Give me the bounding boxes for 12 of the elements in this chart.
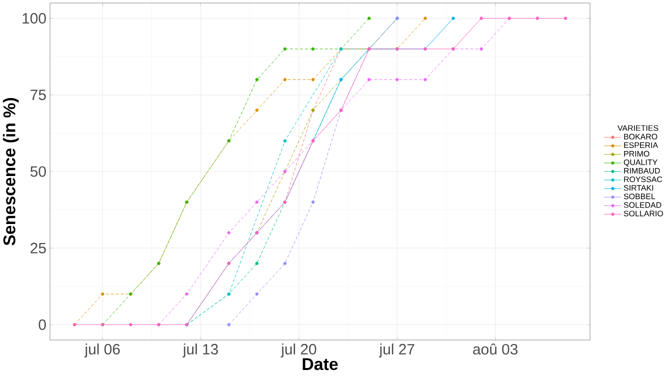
x-tick-label: jul 06	[84, 344, 120, 358]
y-tick-label: 75	[30, 90, 46, 100]
x-axis-title: Date	[302, 358, 338, 370]
y-tick-label: 0	[38, 319, 46, 330]
x-tick-label: aoû 03	[473, 344, 518, 355]
x-tick-label: jul 13	[182, 344, 218, 358]
x-tick-label: jul 27	[378, 344, 414, 358]
y-tick-label: 50	[30, 166, 46, 177]
y-axis-title: Senescence (in %)	[2, 98, 19, 246]
y-tick-label: 25	[30, 242, 46, 254]
x-tick-label: jul 20	[280, 344, 316, 358]
y-tick-label: 100	[22, 13, 46, 24]
